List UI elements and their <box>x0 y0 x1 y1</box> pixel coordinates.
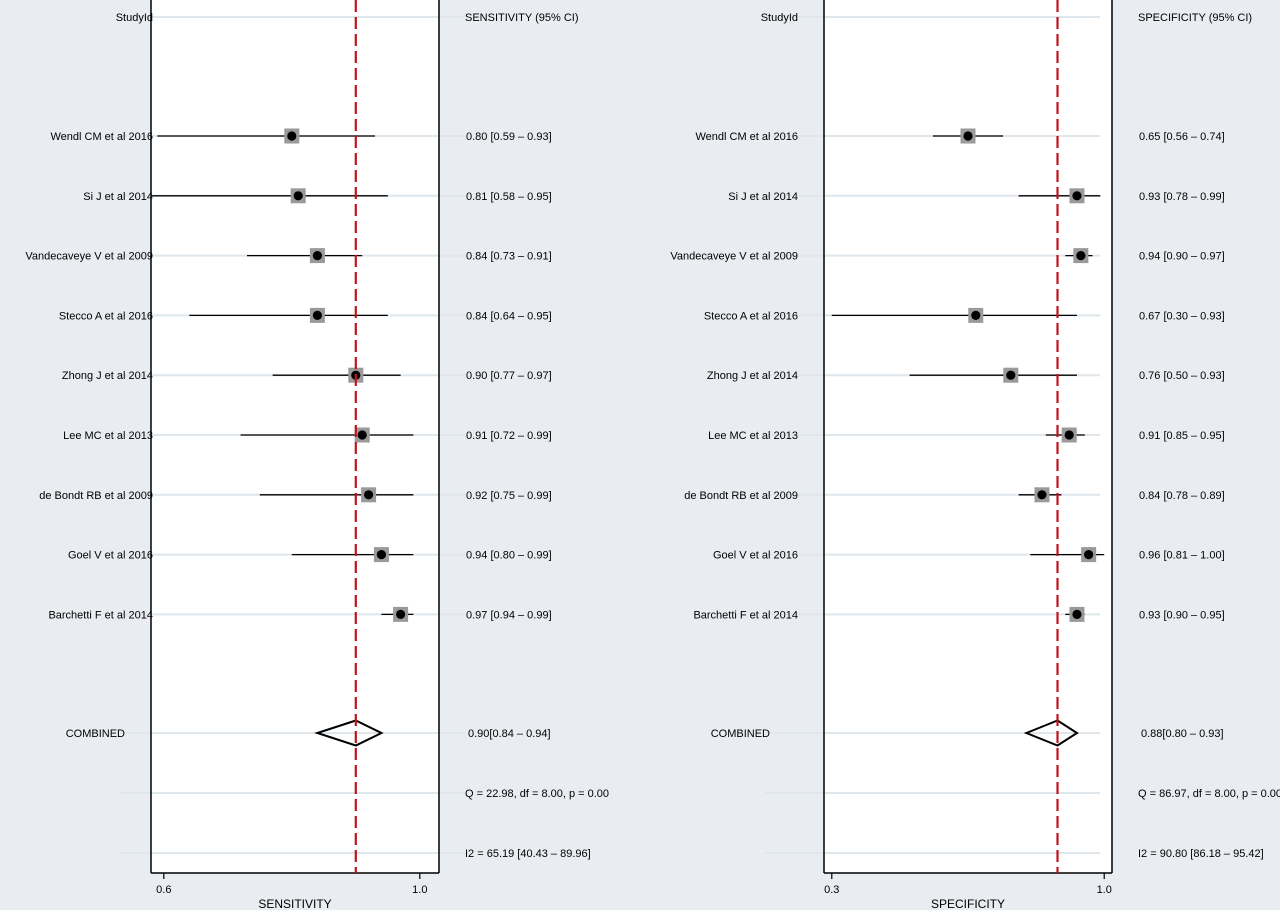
x-tick-label: 1.0 <box>1097 884 1112 896</box>
combined-label: COMBINED <box>711 728 770 740</box>
study-name-label: de Bondt RB et al 2009 <box>684 490 798 502</box>
stat-column-header: SENSITIVITY (95% CI) <box>465 12 579 24</box>
combined-estimate-label: 0.88[0.80 – 0.93] <box>1141 728 1224 740</box>
point-estimate-marker <box>312 310 322 320</box>
point-estimate-marker <box>1064 430 1074 440</box>
study-estimate-label: 0.90 [0.77 – 0.97] <box>466 370 552 382</box>
study-estimate-label: 0.94 [0.80 – 0.99] <box>466 550 552 562</box>
study-estimate-label: 0.84 [0.73 – 0.91] <box>466 251 552 263</box>
study-name-label: Wendl CM et al 2016 <box>50 131 153 143</box>
point-estimate-marker <box>396 609 406 620</box>
study-name-label: de Bondt RB et al 2009 <box>39 490 153 502</box>
combined-diamond <box>1023 719 1079 747</box>
study-name-label: Stecco A et al 2016 <box>59 310 153 322</box>
point-estimate-marker <box>1076 251 1086 261</box>
study-column-header: StudyId <box>116 12 153 24</box>
study-estimate-label: 0.76 [0.50 – 0.93] <box>1139 370 1225 382</box>
study-name-label: Zhong J et al 2014 <box>707 370 798 382</box>
point-estimate-marker <box>1084 550 1094 560</box>
study-name-label: Stecco A et al 2016 <box>704 310 798 322</box>
heterogeneity-q-label: Q = 22.98, df = 8.00, p = 0.00 <box>465 788 609 800</box>
study-estimate-label: 0.94 [0.90 – 0.97] <box>1139 251 1225 263</box>
study-name-label: Goel V et al 2016 <box>713 550 798 562</box>
study-name-label: Barchetti F et al 2014 <box>693 609 798 621</box>
heterogeneity-i2-label: I2 = 65.19 [40.43 – 89.96] <box>465 848 591 860</box>
point-estimate-marker <box>1072 191 1082 201</box>
study-estimate-label: 0.65 [0.56 – 0.74] <box>1139 131 1225 143</box>
study-name-label: Zhong J et al 2014 <box>62 370 153 382</box>
point-estimate-marker <box>293 191 303 201</box>
heterogeneity-q-label: Q = 86.97, df = 8.00, p = 0.00 <box>1138 788 1280 800</box>
study-name-label: Vandecaveye V et al 2009 <box>25 251 153 263</box>
point-estimate-marker <box>287 131 297 141</box>
combined-label: COMBINED <box>66 728 125 740</box>
x-axis-title: SENSITIVITY <box>258 897 331 910</box>
study-estimate-label: 0.96 [0.81 – 1.00] <box>1139 550 1225 562</box>
study-estimate-label: 0.93 [0.78 – 0.99] <box>1139 191 1225 203</box>
study-estimate-label: 0.92 [0.75 – 0.99] <box>466 490 552 502</box>
point-estimate-marker <box>364 490 374 500</box>
combined-estimate-label: 0.90[0.84 – 0.94] <box>468 728 551 740</box>
plot-area <box>151 0 439 873</box>
heterogeneity-i2-label: I2 = 90.80 [86.18 – 95.42] <box>1138 848 1264 860</box>
study-estimate-label: 0.91 [0.85 – 0.95] <box>1139 430 1225 442</box>
study-column-header: StudyId <box>761 12 798 24</box>
study-name-label: Vandecaveye V et al 2009 <box>670 251 798 263</box>
study-name-label: Barchetti F et al 2014 <box>48 609 153 621</box>
study-name-label: Si J et al 2014 <box>728 191 798 203</box>
x-tick-label: 0.6 <box>156 884 171 896</box>
combined-diamond <box>314 719 384 747</box>
study-estimate-label: 0.84 [0.64 – 0.95] <box>466 310 552 322</box>
study-estimate-label: 0.97 [0.94 – 0.99] <box>466 609 552 621</box>
x-axis-title: SPECIFICITY <box>931 897 1005 910</box>
point-estimate-marker <box>1037 490 1047 500</box>
point-estimate-marker <box>963 131 973 141</box>
study-estimate-label: 0.84 [0.78 – 0.89] <box>1139 490 1225 502</box>
point-estimate-marker <box>971 310 981 320</box>
study-estimate-label: 0.93 [0.90 – 0.95] <box>1139 609 1225 621</box>
study-name-label: Si J et al 2014 <box>83 191 153 203</box>
study-name-label: Lee MC et al 2013 <box>63 430 153 442</box>
sensitivity-forest-panel: StudyId SENSITIVITY (95% CI) Wendl CM et a… <box>25 0 609 910</box>
point-estimate-marker <box>1006 370 1016 380</box>
point-estimate-marker <box>312 251 322 261</box>
x-tick-label: 0.3 <box>824 884 839 896</box>
point-estimate-marker <box>1072 609 1082 620</box>
study-estimate-label: 0.81 [0.58 – 0.95] <box>466 191 552 203</box>
study-name-label: Wendl CM et al 2016 <box>695 131 798 143</box>
study-name-label: Goel V et al 2016 <box>68 550 153 562</box>
study-estimate-label: 0.91 [0.72 – 0.99] <box>466 430 552 442</box>
specificity-forest-panel: StudyId SPECIFICITY (95% CI) Wendl CM et a… <box>670 0 1280 910</box>
x-tick-label: 1.0 <box>412 884 427 896</box>
point-estimate-marker <box>357 430 367 440</box>
stat-column-header: SPECIFICITY (95% CI) <box>1138 12 1252 24</box>
point-estimate-marker <box>376 550 386 560</box>
study-estimate-label: 0.80 [0.59 – 0.93] <box>466 131 552 143</box>
study-name-label: Lee MC et al 2013 <box>708 430 798 442</box>
study-estimate-label: 0.67 [0.30 – 0.93] <box>1139 310 1225 322</box>
